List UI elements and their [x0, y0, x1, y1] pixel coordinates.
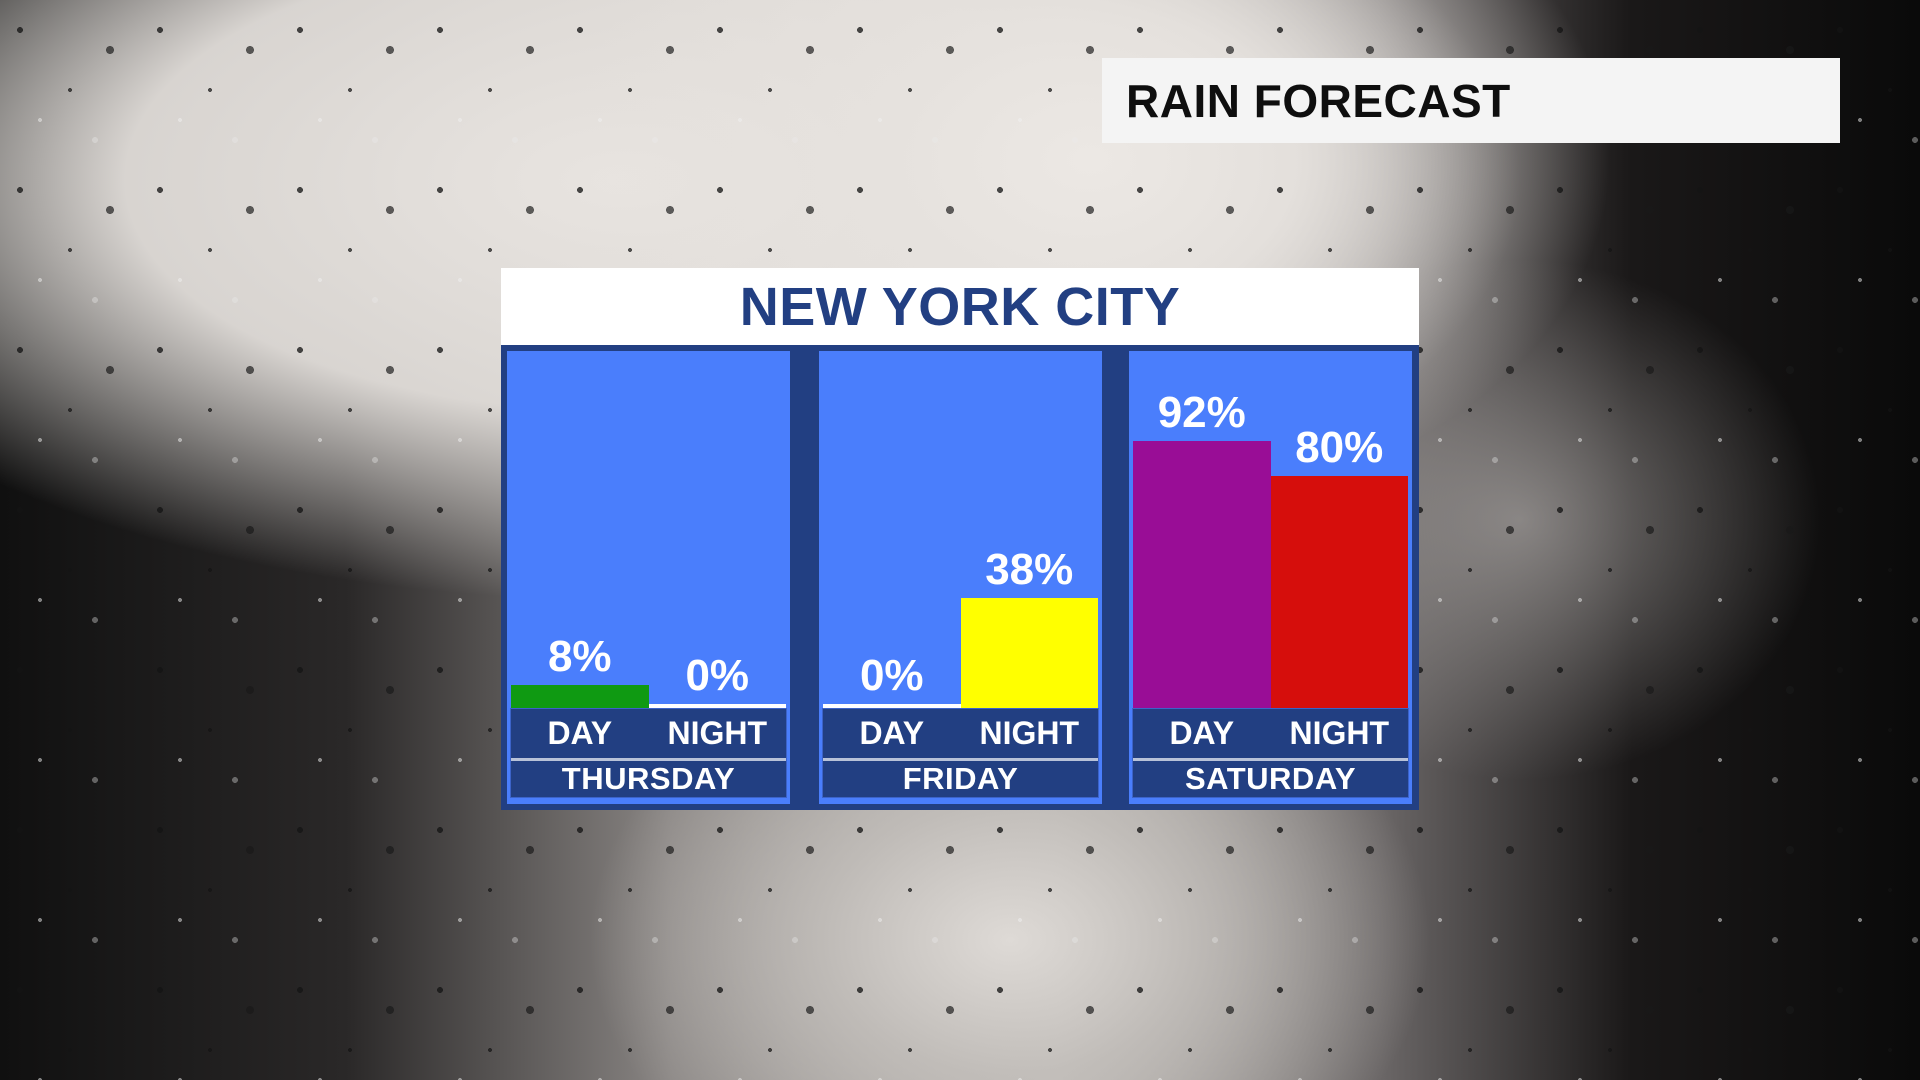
night-slot: 80%: [1270, 351, 1408, 708]
banner-title: RAIN FORECAST: [1126, 74, 1511, 127]
day-slot: 0%: [823, 351, 961, 708]
day-slot: 8%: [511, 351, 649, 708]
forecast-panel: 8% 0% DAY NIGHT THURSDAY 0%: [501, 345, 1419, 810]
bar-plot: 0% 38%: [823, 351, 1098, 708]
label-box: DAY NIGHT SATURDAY: [1132, 708, 1409, 798]
night-label: NIGHT: [1289, 715, 1390, 751]
night-label: NIGHT: [979, 715, 1080, 751]
bar-plot: 92% 80%: [1133, 351, 1408, 708]
label-box: DAY NIGHT THURSDAY: [510, 708, 787, 798]
forecast-graphic: NEW YORK CITY 8% 0% DAY NIGHT THURSDA: [501, 268, 1419, 810]
day-column-friday: 0% 38% DAY NIGHT FRIDAY: [819, 351, 1102, 804]
day-bar: [511, 684, 649, 708]
night-bar: [960, 597, 1098, 708]
night-percent: 80%: [1295, 423, 1384, 472]
day-night-row: DAY NIGHT: [511, 709, 786, 761]
rain-forecast-banner: RAIN FORECAST: [1102, 58, 1840, 143]
night-label: NIGHT: [667, 715, 768, 751]
night-slot: 38%: [960, 351, 1098, 708]
day-label: DAY: [1169, 715, 1235, 751]
label-box: DAY NIGHT FRIDAY: [822, 708, 1099, 798]
day-percent: 0%: [859, 651, 924, 700]
night-percent: 0%: [685, 651, 750, 700]
day-label: DAY: [859, 715, 925, 751]
city-title-box: NEW YORK CITY: [501, 268, 1419, 345]
night-percent: 38%: [985, 544, 1074, 594]
weekday-label: FRIDAY: [902, 760, 1019, 796]
city-title: NEW YORK CITY: [739, 276, 1181, 337]
night-slot: 0%: [648, 351, 786, 708]
day-percent: 8%: [547, 631, 612, 681]
day-night-row: DAY NIGHT: [823, 709, 1098, 761]
day-percent: 92%: [1157, 388, 1246, 438]
day-column-saturday: 92% 80% DAY NIGHT SATURDAY: [1129, 351, 1412, 804]
day-night-row: DAY NIGHT: [1133, 709, 1408, 761]
weekday-label: SATURDAY: [1184, 760, 1357, 796]
day-bar: [1133, 441, 1271, 708]
day-column-thursday: 8% 0% DAY NIGHT THURSDAY: [507, 351, 790, 804]
day-slot: 92%: [1133, 351, 1271, 708]
day-label: DAY: [547, 715, 613, 751]
night-bar: [1270, 476, 1408, 708]
bar-plot: 8% 0%: [511, 351, 786, 708]
weekday-label: THURSDAY: [561, 760, 736, 796]
night-bar: [648, 704, 786, 708]
day-bar: [823, 704, 961, 708]
